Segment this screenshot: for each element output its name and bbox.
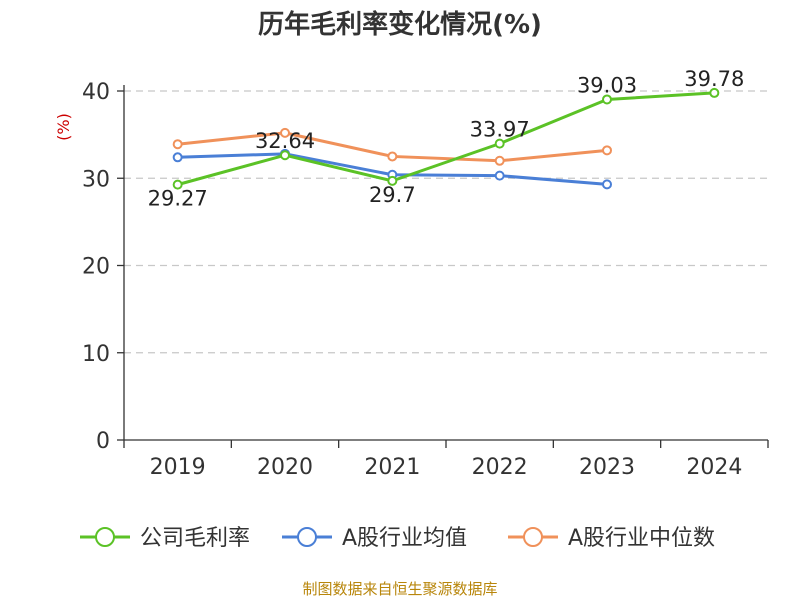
legend-marker (95, 527, 115, 547)
data-point (602, 94, 612, 105)
chart-title: 历年毛利率变化情况(%) (258, 9, 542, 40)
gridlines (124, 90, 768, 354)
data-point (387, 175, 398, 186)
x-tick-label: 2023 (579, 455, 635, 480)
x-tick-label: 2024 (686, 455, 742, 480)
series-group: 29.27 32.64 29.7 33.97 39.03 39.78 (148, 67, 745, 211)
legend-marker (523, 527, 543, 547)
legend-label: A股行业中位数 (568, 526, 715, 551)
legend-marker (297, 527, 317, 547)
x-tick-label: 2020 (257, 455, 313, 480)
y-tick-label: 0 (96, 429, 110, 454)
legend-label: A股行业均值 (342, 526, 467, 551)
y-tick-label: 20 (82, 255, 110, 280)
data-label: 39.03 (577, 73, 637, 97)
data-label: 29.27 (148, 187, 208, 211)
data-label: 32.64 (255, 129, 315, 153)
y-tick-label: 40 (82, 80, 110, 105)
data-point (172, 139, 183, 150)
data-point (172, 179, 183, 190)
series-line (177, 91, 715, 187)
axes: 0 10 20 30 40 2019 2020 2021 2022 2023 2024 (82, 80, 769, 480)
series-0 (172, 87, 720, 190)
data-point (602, 179, 612, 190)
data-point (709, 87, 720, 98)
data-point (172, 152, 183, 163)
x-tick-label: 2022 (472, 455, 528, 480)
source-note: 制图数据来自恒生聚源数据库 (302, 580, 497, 598)
series-1 (172, 148, 612, 190)
data-point (280, 150, 290, 161)
data-point (602, 145, 612, 156)
data-labels: 29.27 32.64 29.7 33.97 39.03 39.78 (148, 67, 745, 211)
data-label: 33.97 (470, 118, 530, 142)
data-point (494, 170, 505, 181)
legend-item-2: A股行业中位数 (508, 526, 715, 551)
data-point (494, 138, 505, 149)
data-point (387, 151, 398, 162)
data-label: 29.7 (369, 183, 416, 207)
legend-label: 公司毛利率 (140, 526, 250, 551)
y-tick-label: 10 (82, 342, 110, 367)
data-point (494, 155, 505, 166)
x-tick-label: 2019 (150, 455, 206, 480)
y-axis-label: (%) (54, 113, 73, 141)
series-2 (172, 127, 612, 166)
legend-item-0: 公司毛利率 (80, 526, 250, 551)
data-label: 39.78 (684, 67, 744, 91)
x-tick-label: 2021 (364, 455, 420, 480)
y-tick-label: 30 (82, 167, 110, 192)
legend: 公司毛利率 A股行业均值 A股行业中位数 (80, 526, 715, 551)
legend-item-1: A股行业均值 (282, 526, 467, 551)
data-point (280, 127, 290, 138)
